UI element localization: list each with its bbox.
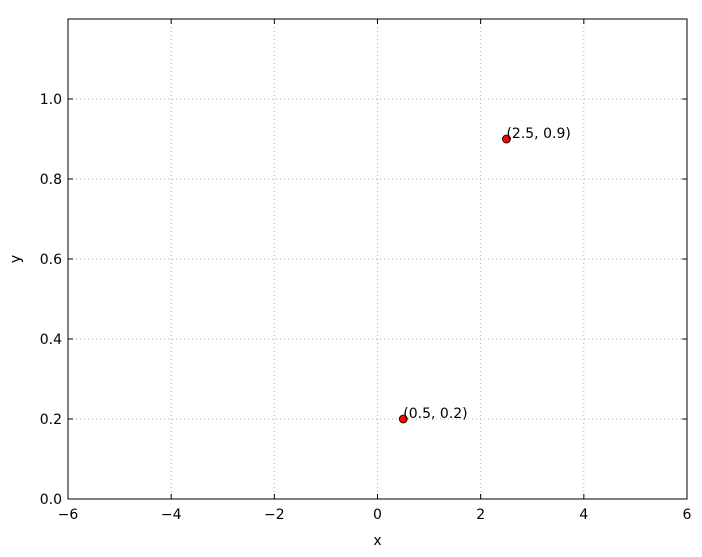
x-axis-title: x: [373, 533, 381, 549]
x-tick-label: −6: [58, 507, 79, 523]
y-tick-label: 0.8: [40, 172, 62, 188]
point-label-2: (2.5, 0.9): [506, 126, 570, 142]
x-tick-label: 6: [683, 507, 692, 523]
point-label-1: (0.5, 0.2): [403, 406, 467, 422]
y-tick-label: 0.0: [40, 492, 62, 508]
point-marker-1: [398, 414, 408, 424]
y-tick-label: 0.2: [40, 412, 62, 428]
point-marker-2: [502, 134, 511, 144]
x-tick-label: 2: [476, 507, 485, 523]
grid: [67, 19, 688, 500]
x-tick-label: 0: [373, 507, 382, 523]
y-axis-title: y: [8, 255, 24, 263]
y-tick-label: 0.6: [40, 252, 62, 268]
x-tick-label: −2: [264, 507, 285, 523]
annotated-points: (0.5, 0.2) (2.5, 0.9): [398, 126, 571, 424]
y-tick-label: 0.4: [40, 332, 62, 348]
y-tick-label: 1.0: [40, 92, 62, 108]
x-tick-label: −4: [161, 507, 182, 523]
x-tick-label: 4: [579, 507, 588, 523]
axis-ticks: −6 −4 −2 0 2 4 6 0.0 0.2 0.4 0.6 0.8 1.0: [40, 19, 692, 523]
